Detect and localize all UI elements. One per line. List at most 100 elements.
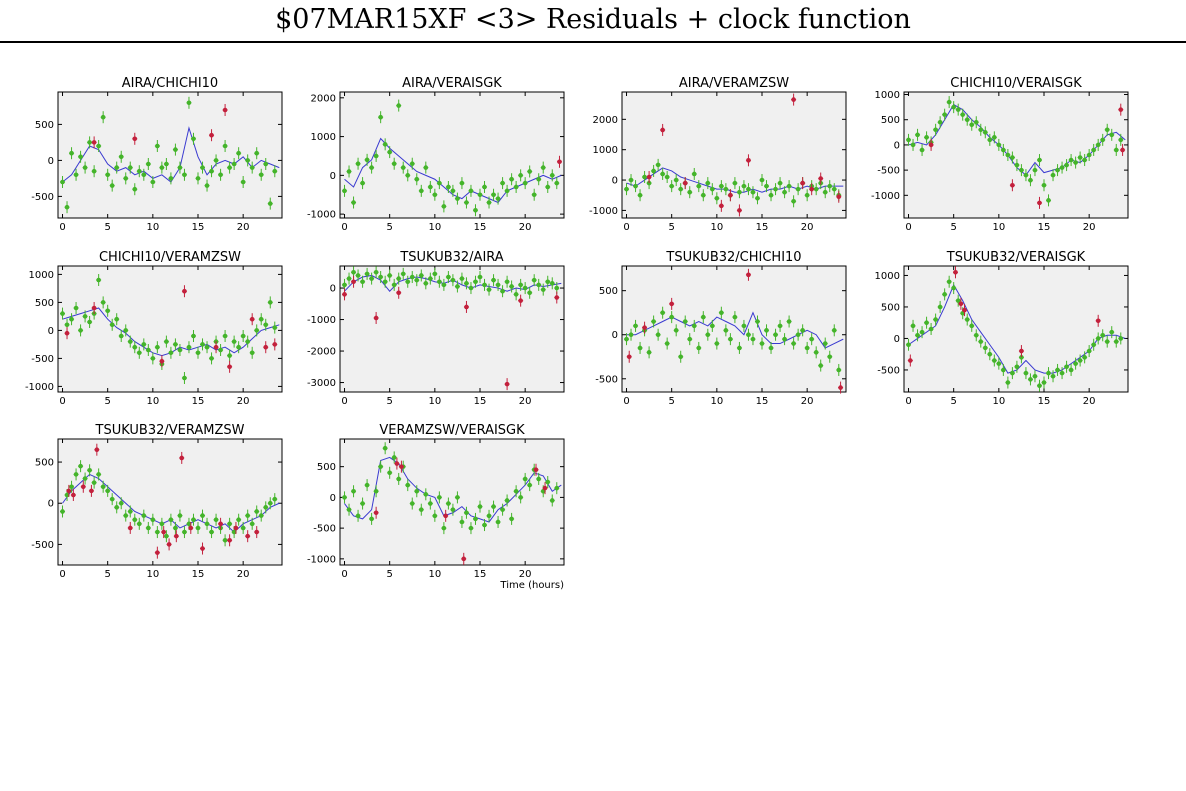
flagged-point bbox=[394, 457, 400, 470]
residual-point bbox=[263, 501, 269, 514]
x-tick-label: 0 bbox=[623, 222, 629, 233]
y-tick-label: -1000 bbox=[871, 191, 900, 202]
residual-point bbox=[500, 503, 506, 516]
residual-point bbox=[978, 123, 984, 136]
residual-point bbox=[924, 131, 930, 144]
residual-point bbox=[204, 179, 210, 192]
plot-frame bbox=[339, 91, 565, 219]
residual-point bbox=[1082, 154, 1088, 167]
residual-point bbox=[1014, 360, 1020, 373]
residual-point bbox=[267, 296, 273, 309]
residual-point bbox=[100, 111, 106, 124]
flagged-point bbox=[646, 171, 652, 184]
x-tick-label: 20 bbox=[1083, 222, 1096, 233]
residual-point bbox=[964, 313, 970, 326]
panel-title: TSUKUB32/AIRA bbox=[399, 250, 503, 265]
residual-point bbox=[423, 161, 429, 174]
residual-point bbox=[154, 140, 160, 152]
residual-point bbox=[500, 177, 506, 190]
residual-point bbox=[181, 168, 187, 181]
residual-point bbox=[100, 480, 106, 493]
residual-point bbox=[258, 509, 264, 522]
residual-point bbox=[87, 316, 93, 328]
flagged-point bbox=[542, 482, 548, 495]
residual-point bbox=[1109, 128, 1115, 141]
residual-point bbox=[831, 324, 837, 337]
residual-point bbox=[272, 165, 278, 178]
residual-point bbox=[427, 180, 433, 193]
residual-point bbox=[414, 173, 420, 186]
residual-point bbox=[745, 328, 751, 341]
residual-point bbox=[527, 479, 533, 492]
residual-point bbox=[432, 509, 438, 522]
residual-point bbox=[486, 196, 492, 209]
residual-point bbox=[1082, 351, 1088, 364]
residual-point bbox=[227, 349, 233, 362]
y-tick-label: 0 bbox=[48, 499, 54, 510]
residual-point bbox=[754, 192, 760, 205]
panel-title: AIRA/VERAISGK bbox=[402, 76, 502, 91]
flagged-point bbox=[373, 506, 379, 519]
residual-point bbox=[1059, 161, 1065, 174]
residual-point bbox=[750, 186, 756, 199]
residual-point bbox=[127, 161, 133, 174]
residual-point bbox=[427, 272, 433, 285]
residual-point bbox=[951, 282, 957, 295]
plot-frame bbox=[903, 91, 1129, 219]
y-tick-label: 0 bbox=[894, 140, 900, 151]
residual-point bbox=[114, 501, 120, 514]
residual-point bbox=[928, 323, 934, 335]
residual-point bbox=[409, 497, 415, 510]
residual-point bbox=[378, 271, 384, 284]
residual-point bbox=[60, 176, 66, 188]
residual-point bbox=[222, 330, 228, 342]
residual-point bbox=[154, 341, 160, 354]
residual-point bbox=[1005, 149, 1011, 161]
residual-point bbox=[691, 319, 697, 332]
residual-point bbox=[655, 158, 661, 171]
residual-point bbox=[163, 335, 169, 348]
x-tick-label: 15 bbox=[756, 396, 769, 407]
residual-point bbox=[495, 192, 501, 205]
y-tick-label: 1000 bbox=[29, 270, 54, 281]
residual-point bbox=[827, 350, 833, 363]
residual-point bbox=[791, 337, 797, 350]
flagged-point bbox=[736, 204, 742, 217]
residual-point bbox=[69, 313, 75, 326]
residual-point bbox=[69, 480, 75, 493]
x-tick-label: 10 bbox=[710, 396, 723, 407]
x-tick-label: 10 bbox=[428, 222, 441, 233]
residual-point bbox=[513, 288, 519, 301]
flagged-point bbox=[800, 177, 806, 190]
residual-point bbox=[141, 338, 147, 351]
residual-point bbox=[172, 143, 178, 156]
residual-point bbox=[536, 173, 542, 186]
residual-point bbox=[91, 165, 97, 178]
residual-point bbox=[624, 183, 630, 196]
flagged-point bbox=[127, 521, 133, 534]
plot-frame bbox=[57, 438, 283, 566]
panel-8: TSUKUB32/VERAMZSW 0 5 10 15 20 -500 0 500 bbox=[31, 423, 283, 580]
plot-frame bbox=[339, 438, 565, 566]
residual-point bbox=[628, 328, 634, 341]
residual-point bbox=[240, 176, 246, 188]
residual-point bbox=[118, 497, 124, 510]
flagged-point bbox=[669, 297, 675, 310]
residual-point bbox=[822, 186, 828, 199]
residual-point bbox=[400, 267, 406, 280]
residual-point bbox=[267, 497, 273, 510]
residual-point bbox=[687, 186, 693, 199]
residual-point bbox=[714, 337, 720, 350]
flagged-point bbox=[222, 104, 228, 116]
residual-point bbox=[414, 485, 420, 498]
y-tick-label: 500 bbox=[599, 286, 618, 297]
residual-point bbox=[64, 318, 70, 331]
flagged-point bbox=[200, 542, 206, 555]
residual-point bbox=[472, 275, 478, 288]
y-tick-label: -500 bbox=[595, 374, 618, 385]
panel-title: CHICHI10/VERAISGK bbox=[950, 76, 1082, 91]
residual-point bbox=[736, 186, 742, 199]
residual-point bbox=[1009, 151, 1015, 164]
residual-point bbox=[836, 363, 842, 376]
residual-point bbox=[991, 354, 997, 367]
